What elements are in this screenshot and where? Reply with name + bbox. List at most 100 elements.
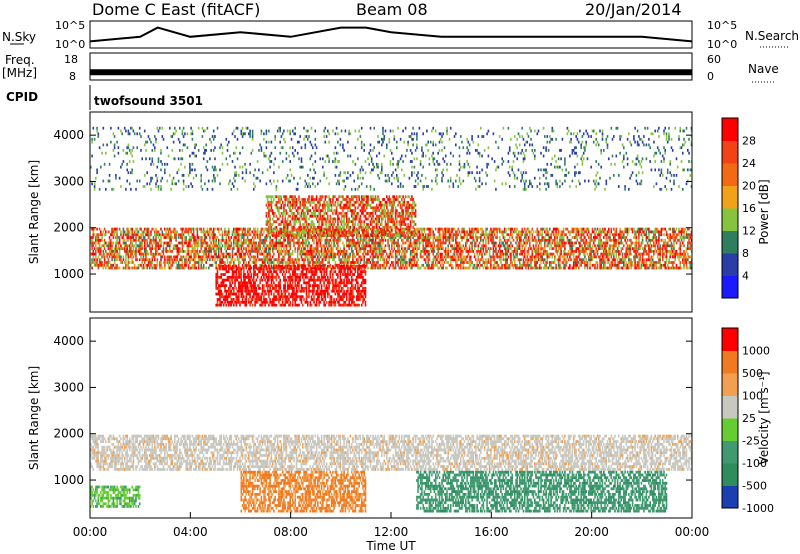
power-cell-4933	[274, 298, 276, 301]
power-cell-3185	[517, 236, 520, 239]
power-cell-1525	[296, 258, 299, 262]
power-cell-2387	[409, 236, 412, 239]
power-cell-2426	[414, 241, 417, 245]
power-cell-3038	[497, 244, 500, 248]
power-cell-3374	[542, 252, 545, 256]
power-cell-1746	[324, 250, 327, 253]
power-cell-2911	[480, 238, 482, 242]
power-cell-439	[148, 238, 151, 242]
power-cell-1731	[322, 230, 324, 234]
power-cell-1893	[344, 258, 347, 262]
power-cell-2962	[487, 258, 490, 262]
power-cell-44	[96, 263, 98, 267]
power-cell-3974	[621, 261, 624, 264]
power-cell-289	[128, 230, 131, 234]
power-cell-1656	[313, 250, 315, 253]
power-cell-1837	[337, 252, 339, 256]
power-cell-554	[166, 255, 169, 259]
power-cell-805	[199, 227, 201, 231]
power-cell-4232	[655, 238, 658, 242]
power-cell-84	[101, 244, 103, 248]
power-cell-1691	[317, 233, 319, 237]
power-cell-2641	[443, 250, 446, 253]
power-cell-643	[177, 233, 180, 237]
power-cell-2386	[409, 238, 412, 242]
power-cell-4600	[229, 264, 231, 268]
power-cell-4050	[631, 230, 634, 234]
power-cell-3371	[542, 266, 545, 270]
power-cell-219	[120, 258, 122, 262]
power-cell-1295	[265, 236, 268, 239]
power-cell-1453	[286, 261, 289, 264]
power-cell-1953	[352, 244, 354, 248]
power-cell-4055	[633, 247, 635, 250]
power-cell-972	[222, 261, 225, 264]
power-cell-1823	[334, 238, 337, 242]
power-cell-2781	[461, 227, 463, 231]
power-cell-3184	[517, 241, 520, 245]
power-cell-826	[201, 236, 204, 239]
power-cell-1249	[259, 233, 261, 237]
power-cell-4781	[253, 273, 255, 276]
power-cell-4505	[216, 267, 219, 271]
power-cell-4960	[278, 295, 280, 299]
power-cell-197	[116, 236, 118, 239]
power-cell-2588	[437, 255, 439, 259]
power-cell-436	[148, 247, 151, 250]
power-cell-3067	[501, 230, 503, 234]
power-cell-3085	[503, 230, 506, 234]
power-cell-4095	[638, 258, 640, 262]
power-cell-2473	[422, 263, 424, 267]
power-cell-1717	[320, 255, 323, 259]
power-cell-4465	[688, 238, 690, 242]
power-cell-722	[189, 255, 191, 259]
power-cell-2420	[413, 227, 416, 231]
power-cell-4760	[250, 289, 253, 293]
power-cell-982	[224, 241, 226, 245]
power-cell-74	[100, 258, 102, 262]
power-cell-2840	[470, 258, 472, 262]
power-cell-4065	[634, 247, 636, 250]
power-cell-4200	[651, 261, 654, 264]
power-cell-3858	[606, 258, 609, 262]
power-cell-3129	[510, 255, 512, 259]
power-cell-672	[181, 233, 184, 237]
power-cell-2591	[437, 247, 439, 250]
power-cell-3765	[595, 266, 597, 270]
power-cell-2246	[391, 238, 393, 242]
power-cell-4114	[640, 263, 643, 267]
power-cell-2393	[411, 258, 413, 262]
power-cell-3900	[611, 247, 614, 250]
power-cell-2727	[455, 250, 457, 253]
power-cell-1316	[269, 258, 271, 262]
power-cell-2878	[475, 236, 477, 239]
power-cell-4258	[659, 258, 661, 262]
power-cell-3441	[551, 241, 554, 245]
power-cell-1952	[352, 250, 354, 253]
power-cell-4776	[253, 287, 255, 290]
power-cell-1159	[248, 247, 250, 250]
power-cell-4763	[250, 281, 253, 285]
power-cell-4078	[635, 241, 638, 245]
power-cell-4746	[249, 303, 251, 307]
power-cell-1182	[250, 230, 253, 234]
power-cell-816	[200, 230, 202, 234]
power-cell-934	[216, 227, 219, 231]
power-cell-1168	[249, 258, 251, 262]
power-cell-345	[137, 250, 140, 253]
power-cell-808	[200, 261, 202, 264]
power-cell-935	[217, 266, 220, 270]
power-cell-4466	[688, 236, 690, 239]
power-cell-213	[118, 247, 121, 250]
power-cell-4329	[669, 244, 671, 248]
power-cell-1313	[268, 244, 270, 248]
power-cell-138	[110, 263, 112, 267]
power-cell-3443	[551, 230, 554, 234]
power-cell-718	[187, 227, 190, 231]
power-cell-1898	[344, 233, 347, 237]
power-cell-520	[160, 241, 162, 245]
power-cell-3703	[586, 261, 589, 264]
power-cell-657	[180, 241, 182, 245]
power-cell-801	[197, 236, 200, 239]
power-cell-4137	[643, 247, 645, 250]
